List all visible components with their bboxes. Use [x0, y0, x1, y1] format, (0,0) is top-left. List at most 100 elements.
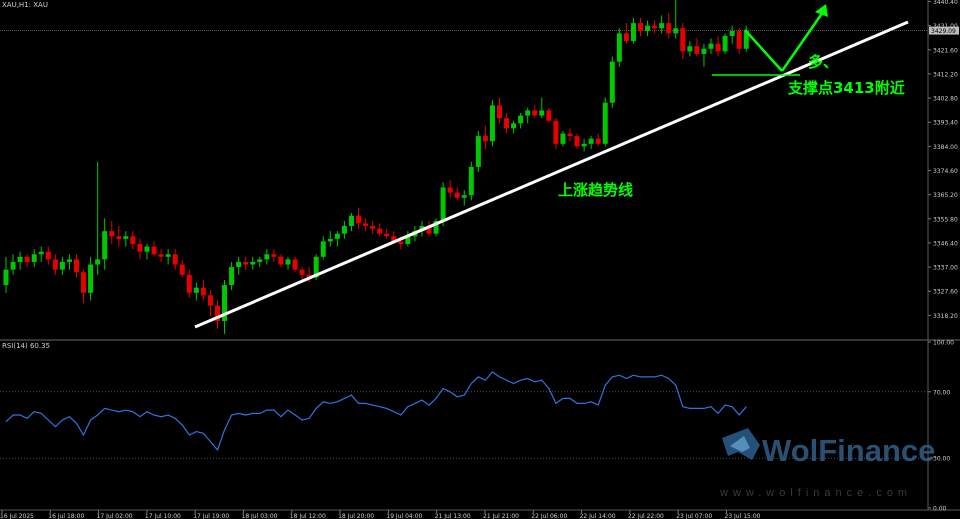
candle-body — [666, 23, 672, 34]
candle-body — [384, 233, 390, 237]
candle-body — [504, 118, 510, 129]
candle-body — [482, 136, 488, 142]
candle-body — [137, 243, 143, 252]
time-tick-label: 21 Jul 13:00 — [435, 513, 471, 519]
candle-body — [334, 233, 340, 239]
candle-body — [687, 46, 693, 52]
candle-body — [525, 110, 531, 116]
symbol-label: XAU,H1: XAU — [2, 1, 48, 9]
candle-body — [581, 143, 587, 147]
candle-body — [348, 215, 354, 226]
time-tick-label: 19 Jul 04:00 — [386, 513, 422, 519]
price-tick-label: 3412.20 — [933, 71, 958, 78]
candle-body — [299, 269, 305, 275]
candle-body — [694, 46, 700, 54]
candle-body — [222, 285, 228, 322]
candle-body — [638, 23, 643, 31]
candle-body — [433, 220, 439, 234]
candle-body — [200, 287, 206, 296]
candle-body — [708, 43, 714, 49]
candle-body — [574, 136, 580, 147]
candle-body — [370, 226, 376, 229]
candle-body — [560, 133, 566, 144]
candle-body — [630, 23, 636, 42]
down-arrow-line — [744, 29, 783, 72]
candle-body — [313, 256, 319, 278]
candle-body — [229, 267, 235, 286]
candle-body — [468, 166, 474, 196]
candle-body — [729, 30, 735, 36]
watermark-brand: WolFinance — [762, 433, 935, 468]
price-tick-label: 3440.40 — [933, 0, 958, 6]
candle-body — [539, 110, 545, 116]
candle-body — [497, 105, 502, 119]
candle-body — [341, 226, 347, 234]
candle-body — [17, 256, 23, 262]
candle-body — [165, 254, 171, 257]
time-tick-label: 18 Jul 03:00 — [242, 513, 278, 519]
time-tick-label: 23 Jul 15:00 — [725, 513, 761, 519]
candle-body — [398, 241, 404, 244]
candle-body — [257, 259, 263, 262]
candle-body — [454, 192, 460, 198]
candle-body — [285, 259, 291, 265]
candle-body — [88, 264, 94, 293]
candle-body — [59, 261, 65, 270]
candle-body — [609, 61, 615, 103]
candle-body — [743, 30, 749, 49]
candle-body — [24, 256, 30, 262]
candle-body — [95, 259, 101, 265]
price-tick-label: 3327.60 — [933, 289, 958, 296]
candle-body — [461, 195, 467, 198]
candle-body — [595, 138, 601, 144]
candle-body — [680, 28, 686, 52]
candle-body — [186, 274, 192, 293]
candle-body — [207, 295, 213, 306]
candle-body — [475, 136, 481, 167]
candle-body — [588, 138, 594, 144]
candle-body — [3, 269, 9, 286]
up-arrow-line — [780, 11, 825, 72]
candle-body — [38, 251, 44, 255]
candle-body — [701, 48, 707, 54]
candle-body — [264, 254, 270, 260]
candle-body — [172, 254, 178, 265]
candle-body — [426, 226, 432, 234]
trend-line-label: 上涨趋势线 — [558, 181, 633, 199]
candle-body — [327, 238, 333, 242]
candle-body — [616, 33, 622, 62]
candle-body — [243, 261, 249, 265]
candle-body — [553, 120, 559, 144]
rsi-tick-label: 70.00 — [933, 389, 950, 396]
current-price-label: 3429.09 — [931, 28, 956, 35]
annotation-note-line2: 支撑点3413附近 — [787, 79, 905, 97]
candle-body — [31, 254, 37, 262]
rsi-tick-label: 30.00 — [933, 456, 950, 463]
candle-body — [391, 236, 397, 242]
time-tick-label: 18 Jul 20:00 — [338, 513, 374, 519]
rsi-label: RSI(14) 60.35 — [2, 342, 51, 350]
annotation-note-line1: 多、 — [808, 53, 838, 71]
candle-body — [102, 231, 108, 260]
price-tick-label: 3355.80 — [933, 216, 958, 223]
candle-body — [320, 241, 326, 257]
candle-body — [440, 187, 446, 221]
time-tick-label: 16 Jul 18:00 — [48, 513, 84, 519]
candle-body — [144, 246, 150, 252]
price-tick-label: 3318.20 — [933, 313, 958, 320]
candle-body — [715, 43, 721, 52]
candle-body — [66, 259, 72, 262]
candle-body — [74, 259, 79, 273]
price-tick-label: 3365.20 — [933, 192, 958, 199]
price-tick-label: 3384.00 — [933, 144, 958, 151]
candle-body — [518, 115, 524, 124]
time-tick-label: 23 Jul 07:00 — [676, 513, 712, 519]
candle-body — [377, 228, 383, 234]
candle-body — [532, 110, 538, 116]
candle-body — [489, 105, 495, 142]
candle-body — [363, 223, 369, 226]
candle-body — [215, 305, 220, 322]
rsi-tick-label: 0.00 — [933, 506, 947, 513]
price-tick-label: 3346.40 — [933, 240, 958, 247]
